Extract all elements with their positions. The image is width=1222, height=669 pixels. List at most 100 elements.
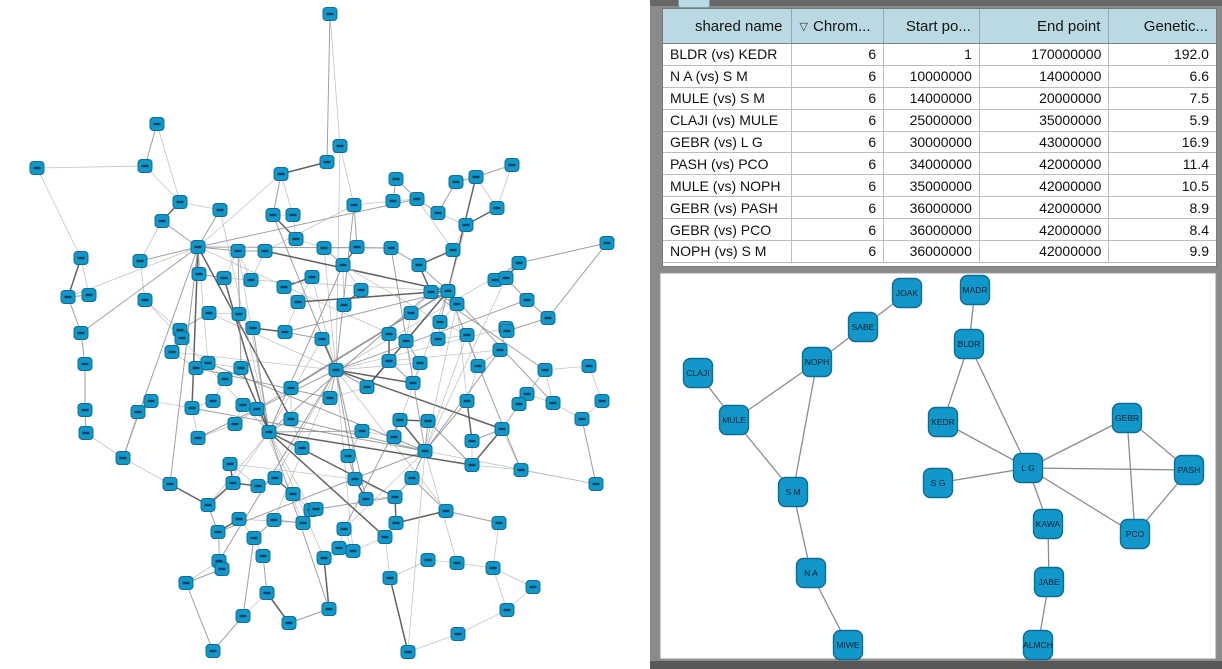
network-node[interactable] (230, 244, 246, 258)
network-node[interactable] (184, 401, 200, 415)
network-node[interactable] (191, 267, 207, 281)
table-cell[interactable]: 42000000 (979, 175, 1110, 198)
network-node[interactable] (288, 232, 304, 246)
table-row[interactable]: NOPH (vs) S M 6 36000000 42000000 9.9 (663, 241, 1216, 263)
network-node[interactable] (459, 328, 475, 342)
table-row[interactable]: MULE (vs) S M 6 14000000 20000000 7.5 (663, 87, 1216, 110)
network-node[interactable] (574, 412, 590, 426)
network-node[interactable] (257, 244, 273, 258)
table-cell[interactable]: 6 (791, 241, 885, 263)
network-node[interactable] (588, 477, 604, 491)
network-edge-LG-PCO[interactable] (1027, 467, 1136, 535)
network-node[interactable] (283, 381, 299, 395)
network-node[interactable] (294, 441, 310, 455)
network-node[interactable] (336, 522, 352, 536)
network-node[interactable] (295, 516, 311, 530)
table-cell[interactable]: 8.9 (1109, 197, 1216, 220)
network-node-JOAK[interactable]: JOAK (891, 277, 923, 309)
network-node[interactable] (381, 327, 397, 341)
table-row[interactable]: CLAJI (vs) MULE 6 25000000 35000000 5.9 (663, 109, 1216, 132)
network-node[interactable] (143, 394, 159, 408)
network-node[interactable] (283, 412, 299, 426)
network-node[interactable] (216, 271, 232, 285)
network-node[interactable] (599, 236, 615, 250)
network-node[interactable] (349, 240, 365, 254)
table-cell[interactable]: 8.4 (1109, 219, 1216, 242)
network-node[interactable] (388, 516, 404, 530)
network-node[interactable] (448, 175, 464, 189)
table-cell[interactable]: 10000000 (884, 65, 980, 88)
network-node[interactable] (314, 332, 330, 346)
network-node[interactable] (308, 502, 324, 516)
network-node[interactable] (73, 251, 89, 265)
network-node[interactable] (316, 241, 332, 255)
network-node[interactable] (190, 431, 206, 445)
table-cell[interactable]: 6 (791, 175, 885, 198)
network-node[interactable] (277, 325, 293, 339)
network-node-ALMCH[interactable]: ALMCH (1022, 629, 1054, 661)
table-cell[interactable]: 14000000 (884, 87, 980, 110)
network-node[interactable] (162, 477, 178, 491)
network-node[interactable] (430, 332, 446, 346)
network-node[interactable] (132, 254, 148, 268)
network-edge-GEBR-PCO[interactable] (1126, 417, 1136, 535)
network-node[interactable] (137, 293, 153, 307)
network-node[interactable] (205, 644, 221, 658)
network-node[interactable] (491, 516, 507, 530)
table-cell[interactable]: 1 (884, 44, 980, 66)
network-node[interactable] (255, 549, 271, 563)
table-cell[interactable]: 36000000 (884, 219, 980, 242)
node-shape[interactable] (718, 404, 750, 436)
table-cell[interactable]: 16.9 (1109, 132, 1216, 154)
table-cell[interactable]: 5.9 (1109, 110, 1216, 132)
network-node[interactable] (174, 331, 190, 345)
table-cell[interactable]: NOPH (vs) S M (663, 241, 792, 263)
network-node[interactable] (259, 586, 275, 600)
column-header-chrom---[interactable]: ▽ Chrom... (792, 9, 885, 43)
table-cell[interactable]: 6 (791, 219, 885, 242)
network-node[interactable] (77, 357, 93, 371)
network-node[interactable] (354, 424, 370, 438)
network-node[interactable] (420, 414, 436, 428)
column-header-end-point[interactable]: End point (980, 9, 1110, 43)
table-cell[interactable]: 36000000 (884, 241, 980, 263)
network-node[interactable] (430, 206, 446, 220)
node-shape[interactable] (953, 328, 985, 360)
network-node[interactable] (432, 315, 448, 329)
network-node-PASH[interactable]: PASH (1173, 454, 1205, 486)
network-node[interactable] (214, 562, 230, 576)
network-node[interactable] (227, 417, 243, 431)
network-node[interactable] (387, 490, 403, 504)
node-shape[interactable] (1032, 508, 1064, 540)
network-node[interactable] (412, 356, 428, 370)
table-row[interactable]: PASH (vs) PCO 6 34000000 42000000 11.4 (663, 153, 1216, 176)
table-cell[interactable]: BLDR (vs) KEDR (663, 44, 792, 66)
network-edge-LG-GEBR[interactable] (1027, 417, 1128, 469)
network-node[interactable] (377, 530, 393, 544)
network-node[interactable] (331, 541, 347, 555)
network-node[interactable] (403, 306, 419, 320)
network-node[interactable] (332, 139, 348, 153)
table-row[interactable]: GEBR (vs) PCO 6 36000000 42000000 8.4 (663, 219, 1216, 242)
network-node[interactable] (540, 311, 556, 325)
network-node[interactable] (188, 361, 204, 375)
network-node[interactable] (358, 492, 374, 506)
network-node[interactable] (319, 155, 335, 169)
node-shape[interactable] (891, 277, 923, 309)
node-shape[interactable] (682, 357, 714, 389)
network-node-NOPH[interactable]: NOPH (801, 346, 833, 378)
network-node[interactable] (485, 561, 501, 575)
node-shape[interactable] (959, 274, 991, 306)
network-node[interactable] (519, 293, 535, 307)
table-cell[interactable]: 42000000 (979, 241, 1110, 263)
table-row[interactable]: MULE (vs) NOPH 6 35000000 42000000 10.5 (663, 175, 1216, 198)
network-node[interactable] (449, 556, 465, 570)
network-node[interactable] (261, 425, 277, 439)
table-cell[interactable]: 9.9 (1109, 241, 1216, 263)
network-node-BLDR[interactable]: BLDR (953, 328, 985, 360)
network-node[interactable] (266, 513, 282, 527)
network-node[interactable] (353, 283, 369, 297)
table-cell[interactable]: 43000000 (979, 131, 1110, 154)
table-cell[interactable]: 6.6 (1109, 66, 1216, 88)
network-node[interactable] (382, 571, 398, 585)
